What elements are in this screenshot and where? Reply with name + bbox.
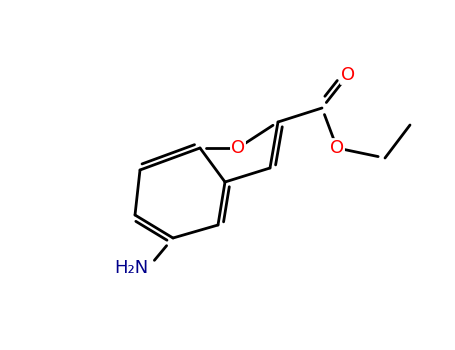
Text: O: O — [231, 139, 245, 157]
Text: O: O — [330, 139, 344, 157]
Text: H₂N: H₂N — [114, 259, 148, 277]
Text: O: O — [341, 66, 355, 84]
